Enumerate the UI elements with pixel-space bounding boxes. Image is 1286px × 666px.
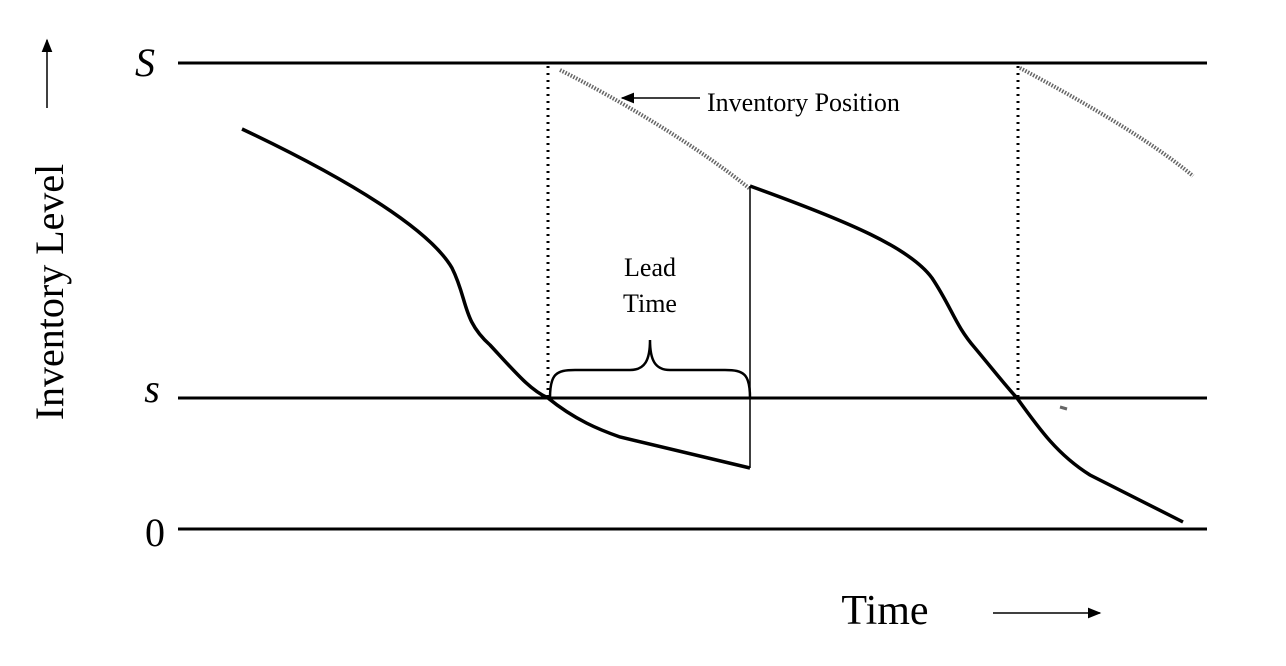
inventory-position-label: Inventory Position — [707, 88, 900, 117]
lead-time-label: Time — [623, 289, 677, 318]
zero-level-label: 0 — [145, 510, 165, 555]
lead-time-brace — [548, 339, 752, 399]
max-level-label: S — [135, 40, 155, 85]
inventory-level-curve — [749, 184, 1184, 524]
reorder-level-label: s — [144, 366, 160, 411]
speck — [1059, 405, 1068, 411]
inventory-level-curve — [241, 127, 751, 470]
inventory-position-curve — [1019, 66, 1195, 178]
x-axis-label: Time — [841, 588, 928, 634]
lead-time-label: Lead — [624, 253, 676, 282]
y-axis-label: Inventory Level — [27, 164, 72, 421]
inventory-position-curve — [559, 68, 752, 191]
